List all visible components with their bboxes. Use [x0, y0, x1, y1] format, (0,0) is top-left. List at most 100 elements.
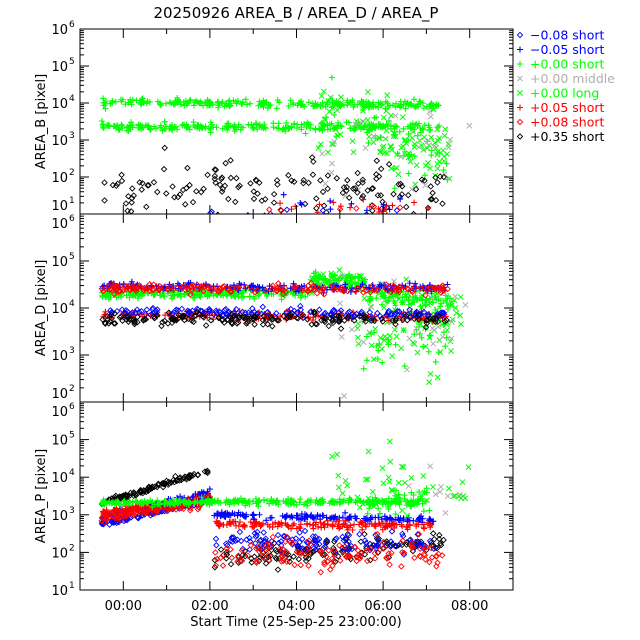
data-point-yx [415, 331, 422, 338]
data-point-gp [115, 498, 122, 505]
data-point-gx [368, 342, 375, 349]
data-point-kd [122, 313, 130, 320]
data-point-rd [188, 283, 196, 291]
data-point-kd [339, 189, 347, 197]
data-point-gp [288, 124, 295, 131]
data-point-gp [307, 125, 314, 132]
data-point-gp [396, 128, 403, 135]
data-point-gx [356, 272, 363, 279]
data-point-bd [312, 546, 320, 553]
data-point-gx [385, 474, 392, 481]
data-point-gp [368, 102, 375, 109]
data-point-bp [328, 514, 335, 521]
data-point-kd [341, 317, 348, 324]
data-point-rp [339, 523, 346, 530]
data-point-gp [190, 102, 197, 109]
data-point-yx [405, 482, 412, 489]
data-point-bd [224, 541, 231, 549]
data-point-rd [328, 555, 336, 563]
y-tick-exponent: 6 [69, 20, 75, 30]
data-point-gp [247, 100, 254, 107]
data-point-gp [392, 341, 399, 348]
legend-marker-plus [517, 104, 523, 111]
data-point-gx [350, 149, 357, 156]
data-point-gp [100, 121, 107, 128]
data-point-kd [207, 317, 215, 324]
data-point-gp [445, 293, 452, 300]
data-point-gp [230, 123, 237, 130]
data-point-kd [325, 322, 332, 330]
data-point-rd [212, 562, 220, 569]
data-point-gx [320, 271, 327, 278]
data-point-kd [330, 544, 337, 552]
data-point-gx [422, 343, 429, 350]
data-point-kd [143, 203, 150, 211]
data-point-rp [314, 209, 321, 214]
data-point-rd [275, 280, 282, 287]
data-point-gx [364, 89, 371, 95]
data-point-gp [128, 119, 135, 126]
data-point-bp [400, 515, 407, 522]
data-point-gp [420, 126, 427, 133]
data-point-kd [409, 547, 417, 555]
x-tick-label: 02:00 [191, 599, 228, 614]
data-point-rp [329, 523, 336, 530]
data-point-rd [137, 509, 145, 517]
data-point-gp [338, 123, 345, 130]
data-point-bp [339, 514, 346, 521]
data-point-gx [457, 294, 464, 301]
data-point-kd [343, 183, 351, 191]
data-point-kd [122, 200, 130, 207]
data-point-gp [273, 498, 280, 505]
data-point-rp [399, 523, 406, 530]
data-point-gp [264, 105, 271, 112]
data-point-gp [255, 102, 262, 109]
y-tick-label: 10 [51, 199, 68, 214]
data-point-bd [232, 537, 239, 545]
data-point-gx [355, 320, 362, 327]
data-point-gp [390, 297, 397, 304]
data-point-yx [462, 302, 469, 308]
data-point-gx [444, 327, 451, 334]
data-point-rd [417, 553, 424, 561]
data-point-rd [376, 546, 384, 553]
y-tick-label: 10 [51, 60, 68, 75]
data-point-gp [297, 496, 304, 503]
data-point-rd [421, 544, 428, 552]
data-point-gp [261, 100, 268, 107]
data-point-gx [339, 490, 346, 497]
data-point-kd [267, 313, 274, 320]
data-point-gx [393, 333, 400, 340]
data-point-rp [360, 196, 367, 203]
data-point-kd [181, 316, 188, 324]
data-point-kd [290, 553, 297, 560]
data-point-rd [180, 503, 187, 510]
data-point-rd [385, 550, 392, 557]
data-point-kd [232, 198, 239, 206]
data-point-gp [125, 501, 132, 508]
data-point-rp [253, 518, 260, 525]
data-point-rd [324, 558, 331, 565]
legend-marker-plus [517, 46, 523, 53]
data-point-kd [101, 179, 108, 186]
data-point-bd [399, 530, 406, 538]
data-point-kd [109, 181, 117, 189]
data-point-kd [128, 199, 135, 206]
data-point-rd [385, 283, 393, 290]
data-point-gp [168, 295, 175, 302]
data-point-rp [214, 520, 221, 527]
data-point-kd [172, 472, 179, 480]
data-point-bp [298, 201, 305, 208]
data-point-rd [156, 286, 163, 294]
data-point-kd [337, 325, 345, 332]
data-point-kd [273, 548, 281, 555]
legend-item-yx: +0.00 middle [517, 71, 615, 86]
data-point-kd [233, 320, 241, 327]
data-point-kd [228, 320, 236, 328]
data-point-bd [430, 545, 438, 552]
data-point-bd [213, 542, 220, 549]
data-point-gp [240, 293, 247, 300]
data-point-kd [228, 319, 236, 326]
data-point-gp [253, 121, 260, 128]
data-point-bd [439, 309, 446, 317]
